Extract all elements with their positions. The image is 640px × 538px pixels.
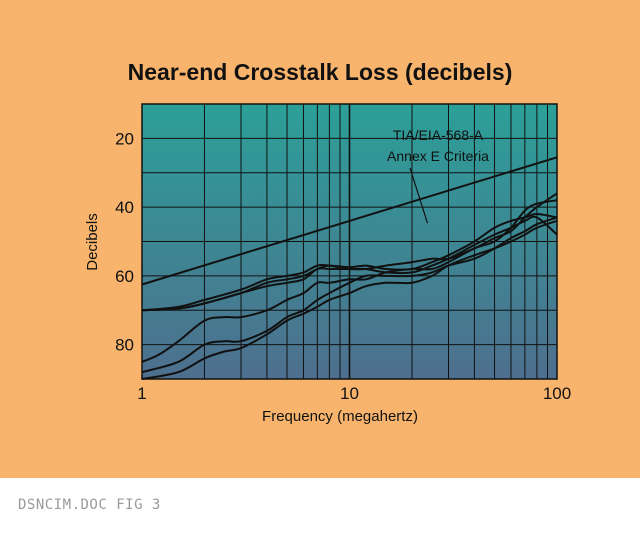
series-line-1 (141, 156, 558, 286)
annotation-line-1: TIA/EIA-568-A (393, 127, 484, 143)
y-tick-label: 20 (115, 129, 134, 148)
series-group (141, 156, 558, 380)
y-tick-label: 80 (115, 336, 134, 355)
series-line-6 (141, 216, 558, 374)
x-tick-labels: 1 10 100 (137, 384, 571, 403)
x-tick-label: 100 (543, 384, 571, 403)
series-line-7 (141, 219, 558, 380)
x-tick-label: 1 (137, 384, 146, 403)
series-line-4 (141, 192, 558, 312)
y-axis-label: Decibels (84, 213, 101, 271)
annotation: TIA/EIA-568-A Annex E Criteria (387, 127, 489, 224)
y-tick-label: 60 (115, 267, 134, 286)
series-line-5 (141, 199, 558, 363)
y-tick-label: 40 (115, 198, 134, 217)
y-tick-labels: 20 40 60 80 (115, 129, 134, 354)
figure-caption: DSNCIM.DOC FIG 3 (18, 497, 161, 513)
x-axis-label: Frequency (megahertz) (262, 408, 418, 425)
x-tick-label: 10 (340, 384, 359, 403)
annotation-leader-line (409, 167, 429, 224)
chart-title: Near-end Crosstalk Loss (decibels) (128, 59, 513, 85)
annotation-line-2: Annex E Criteria (387, 148, 489, 164)
grid-lines (142, 104, 557, 379)
crosstalk-chart: Near-end Crosstalk Loss (decibels) TIA/E… (84, 59, 571, 425)
